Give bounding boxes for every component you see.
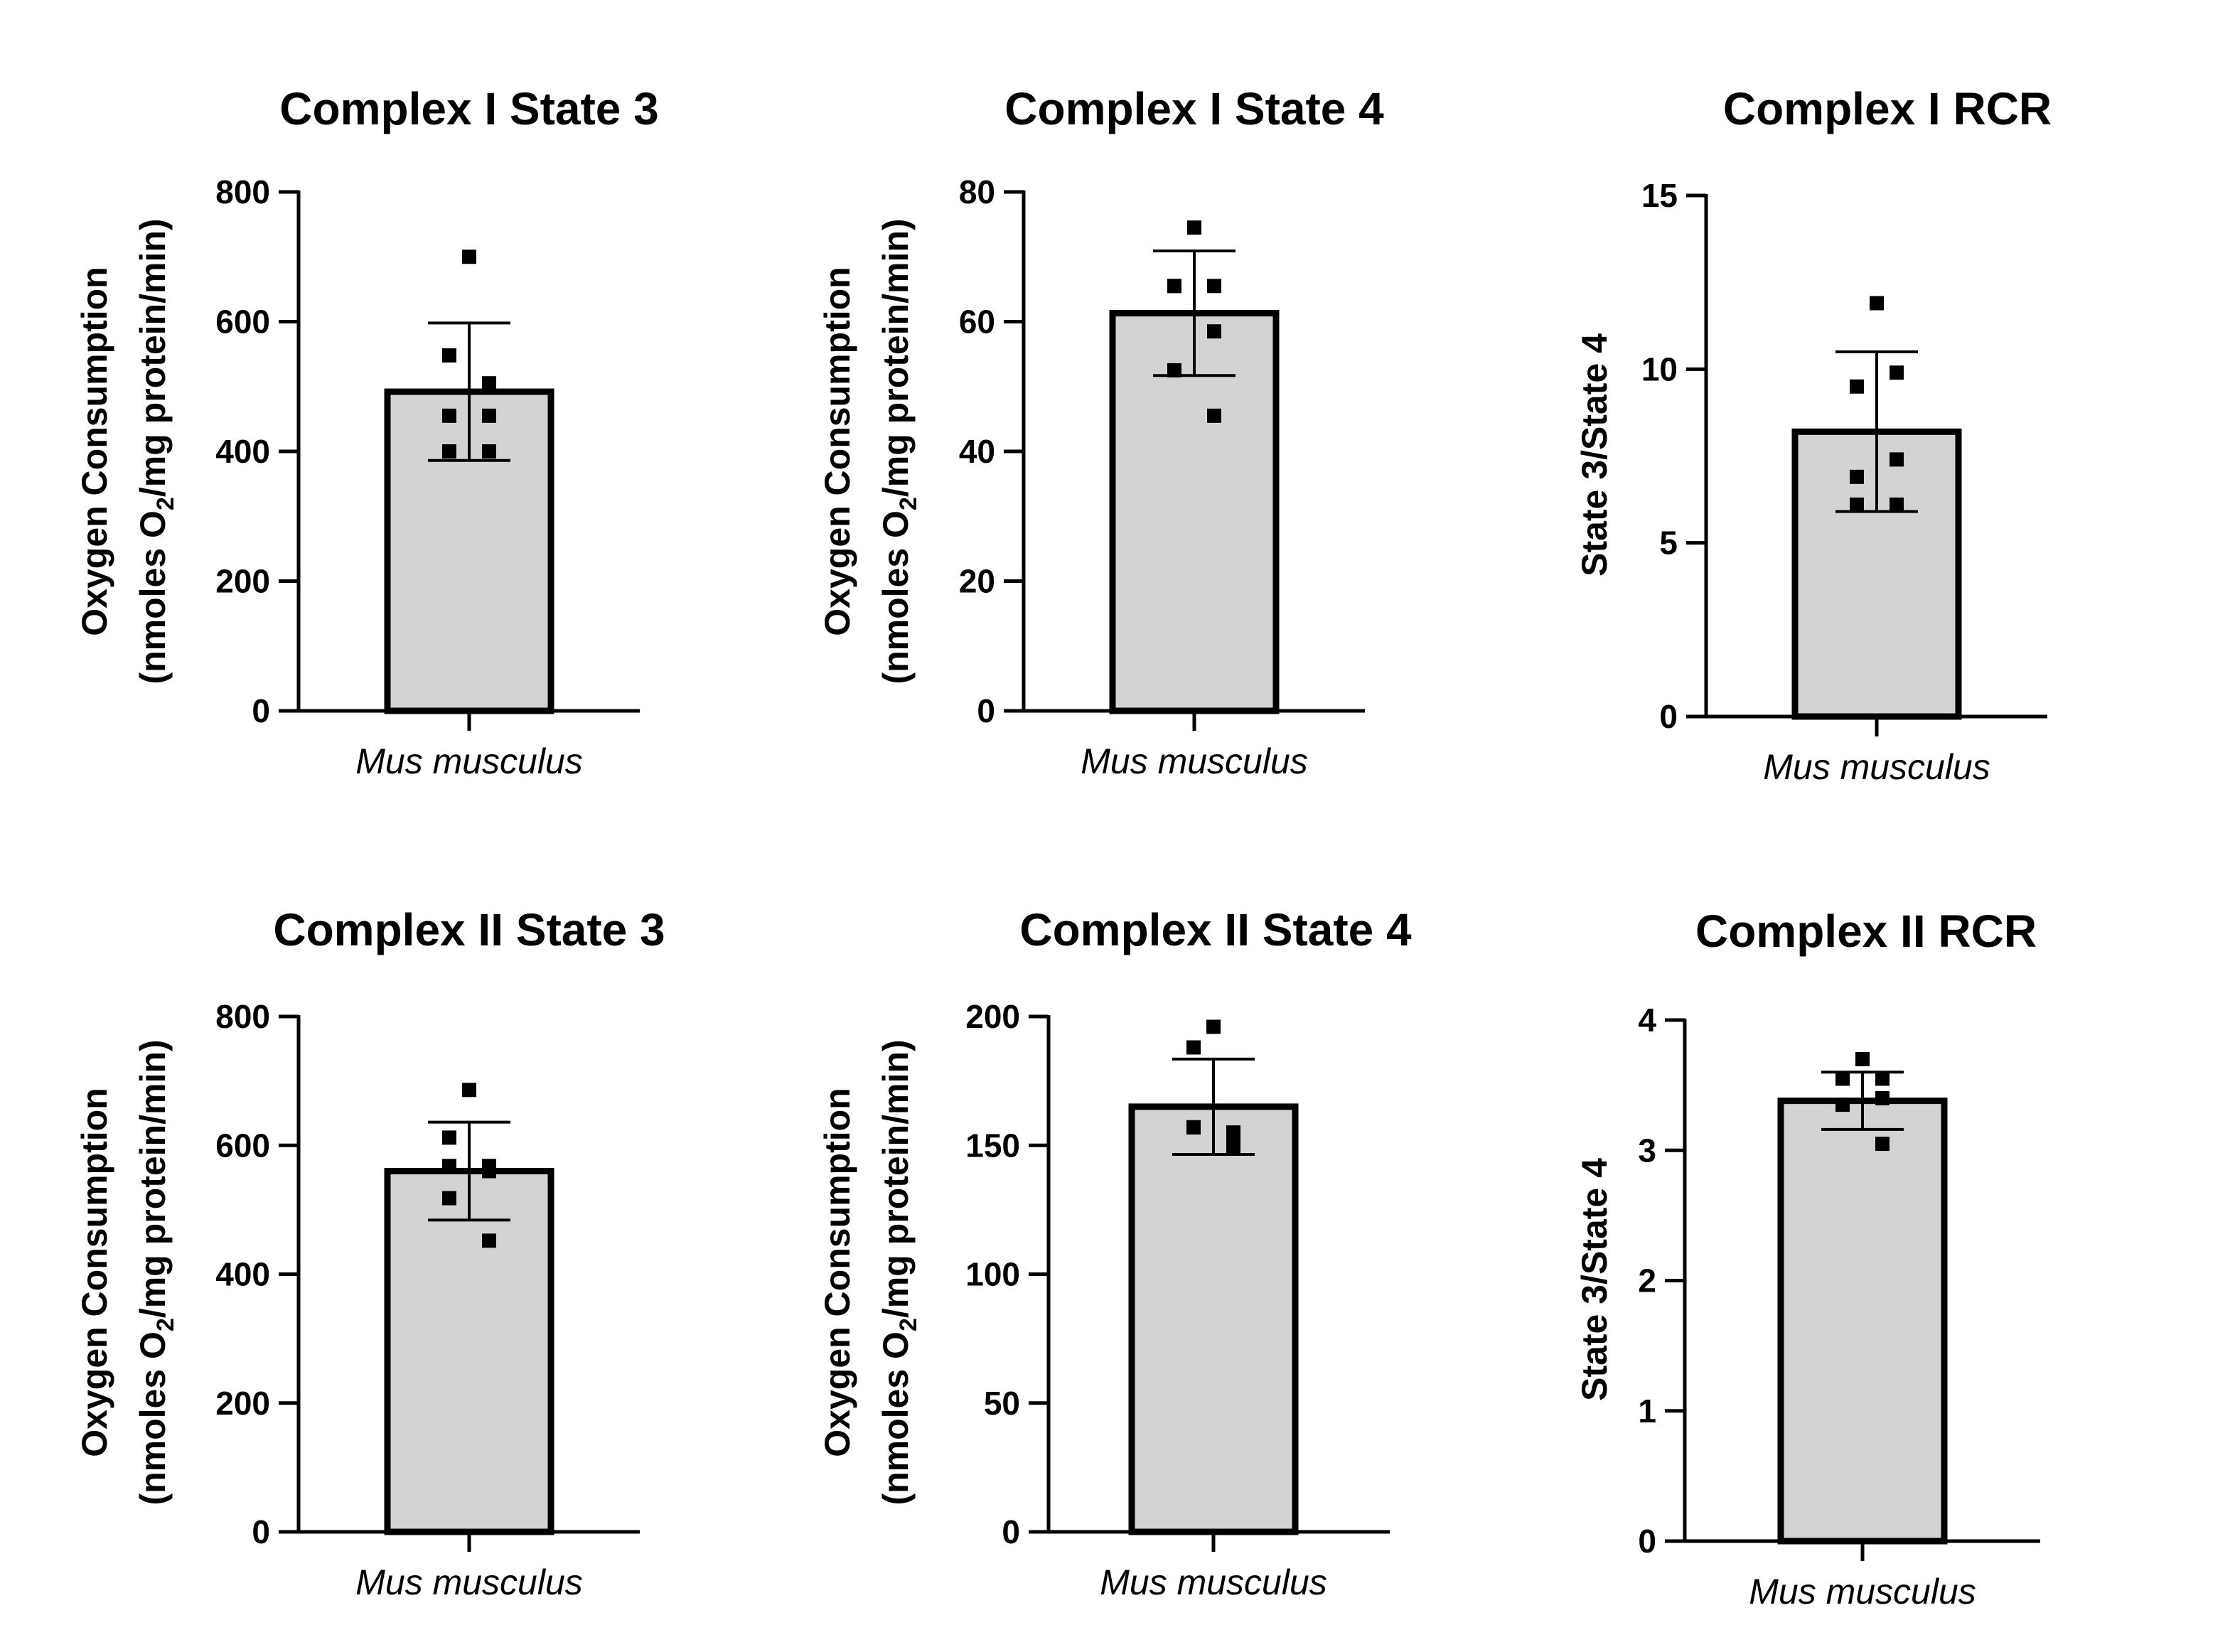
y-axis-label-line1: Oxygen Consumption <box>75 267 114 635</box>
data-point <box>1835 1071 1850 1086</box>
bar-mean <box>1128 1103 1299 1535</box>
x-category-label: Mus musculus <box>1081 741 1308 781</box>
data-point <box>482 1164 496 1179</box>
chart-title: Complex II State 4 <box>1019 904 1412 955</box>
data-point <box>1850 379 1864 394</box>
y-tick-label: 400 <box>215 433 270 470</box>
data-point <box>1890 365 1904 380</box>
data-point <box>1855 1051 1870 1066</box>
chart-panel-6: Complex II RCR 0 1 2 3 4 Mus musculus State 3/S… <box>1575 906 2040 1611</box>
data-point <box>1206 1019 1221 1034</box>
y-axis-label-line1: Oxygen Consumption <box>818 1088 857 1457</box>
y-tick-label: 0 <box>1638 1523 1656 1560</box>
data-point <box>1890 452 1904 467</box>
data-point <box>442 1159 456 1174</box>
y-tick-label: 0 <box>1659 698 1678 735</box>
chart-panel-2: Complex I State 4 0 20 40 60 80 Mus musculus Ox… <box>818 83 1384 781</box>
data-point <box>1186 1120 1201 1135</box>
data-point <box>482 444 496 458</box>
data-point <box>442 348 456 363</box>
data-point <box>442 444 456 458</box>
chart-title: Complex I RCR <box>1723 83 2052 134</box>
data-point <box>482 408 496 423</box>
data-point <box>1870 296 1884 311</box>
data-point <box>442 408 456 423</box>
y-axis-label: State 3/State 4 <box>1575 1158 1614 1401</box>
y-tick-label: 1 <box>1638 1393 1656 1430</box>
data-point <box>1890 497 1904 512</box>
chart-title: Complex II State 3 <box>273 904 665 955</box>
y-tick-label: 5 <box>1659 525 1678 562</box>
y-tick-label: 50 <box>984 1385 1020 1422</box>
y-tick-label: 200 <box>215 563 270 600</box>
y-tick-label: 15 <box>1641 177 1678 214</box>
y-tick-label: 60 <box>959 304 995 340</box>
chart-panel-1: Complex I State 3 0 200 400 600 800 Mus muscul… <box>75 83 659 781</box>
y-axis-label-line2: (nmoles O2/mg protein/min) <box>876 218 922 684</box>
y-axis-label-line1: Oxygen Consumption <box>818 267 857 635</box>
data-point <box>1186 1040 1201 1055</box>
y-tick-label: 10 <box>1641 350 1678 387</box>
y-axis-label-line1: Oxygen Consumption <box>75 1088 114 1457</box>
y-tick-label: 800 <box>215 998 270 1035</box>
y-tick-label: 600 <box>215 304 270 340</box>
data-point <box>1875 1090 1890 1105</box>
x-category-label: Mus musculus <box>1749 1572 1976 1611</box>
data-point <box>482 376 496 391</box>
y-axis-label-line2: (nmoles O2/mg protein/min) <box>133 218 179 684</box>
y-tick-label: 0 <box>252 692 270 729</box>
chart-title: Complex I State 4 <box>1004 83 1384 134</box>
data-point <box>482 1233 496 1248</box>
data-point <box>1167 279 1181 294</box>
y-tick-label: 2 <box>1638 1262 1656 1299</box>
data-point <box>1226 1140 1240 1155</box>
data-point <box>1207 279 1221 294</box>
y-tick-label: 400 <box>215 1256 270 1293</box>
chart-panel-4: Complex II State 3 0 200 400 600 800 Mus muscu… <box>75 904 665 1602</box>
bar-mean <box>384 1168 554 1535</box>
bar-mean <box>1777 1098 1948 1545</box>
data-point <box>1850 469 1864 484</box>
y-tick-label: 200 <box>215 1385 270 1422</box>
y-tick-label: 3 <box>1638 1132 1656 1169</box>
chart-panel-3: Complex I RCR 0 5 10 15 Mus musculus State 3/S… <box>1575 83 2052 787</box>
data-point <box>462 1083 476 1098</box>
chart-title: Complex I State 3 <box>279 83 659 134</box>
y-tick-label: 20 <box>959 563 995 600</box>
y-tick-label: 0 <box>1002 1513 1020 1550</box>
data-point <box>1226 1127 1240 1142</box>
chart-panel-5: Complex II State 4 0 50 100 150 200 Mus muscul… <box>818 904 1412 1602</box>
y-tick-label: 0 <box>977 692 995 729</box>
y-tick-label: 200 <box>965 998 1020 1035</box>
x-category-label: Mus musculus <box>355 741 583 781</box>
data-point <box>442 1191 456 1206</box>
x-category-label: Mus musculus <box>355 1562 583 1602</box>
data-point <box>1835 1098 1850 1112</box>
y-axis-label: State 3/State 4 <box>1575 333 1614 576</box>
y-axis-label-line2: (nmoles O2/mg protein/min) <box>133 1039 179 1505</box>
data-point <box>1875 1137 1890 1152</box>
y-tick-label: 40 <box>959 433 995 470</box>
x-category-label: Mus musculus <box>1763 747 1990 787</box>
y-tick-label: 150 <box>965 1127 1020 1164</box>
data-point <box>1187 220 1201 235</box>
y-axis-label-line2: (nmoles O2/mg protein/min) <box>876 1039 922 1505</box>
chart-title: Complex II RCR <box>1695 906 2037 957</box>
data-point <box>442 1130 456 1145</box>
y-tick-label: 80 <box>959 173 995 210</box>
y-tick-label: 0 <box>252 1513 270 1550</box>
data-point <box>1207 324 1221 339</box>
data-point <box>1207 408 1221 423</box>
y-tick-label: 4 <box>1638 1002 1656 1039</box>
data-point <box>462 250 476 264</box>
data-point <box>1167 363 1181 377</box>
data-point <box>1850 497 1864 512</box>
y-tick-label: 600 <box>215 1127 270 1164</box>
data-point <box>1875 1071 1890 1086</box>
x-category-label: Mus musculus <box>1100 1562 1327 1602</box>
y-tick-label: 800 <box>215 173 270 210</box>
y-tick-label: 100 <box>965 1256 1020 1293</box>
